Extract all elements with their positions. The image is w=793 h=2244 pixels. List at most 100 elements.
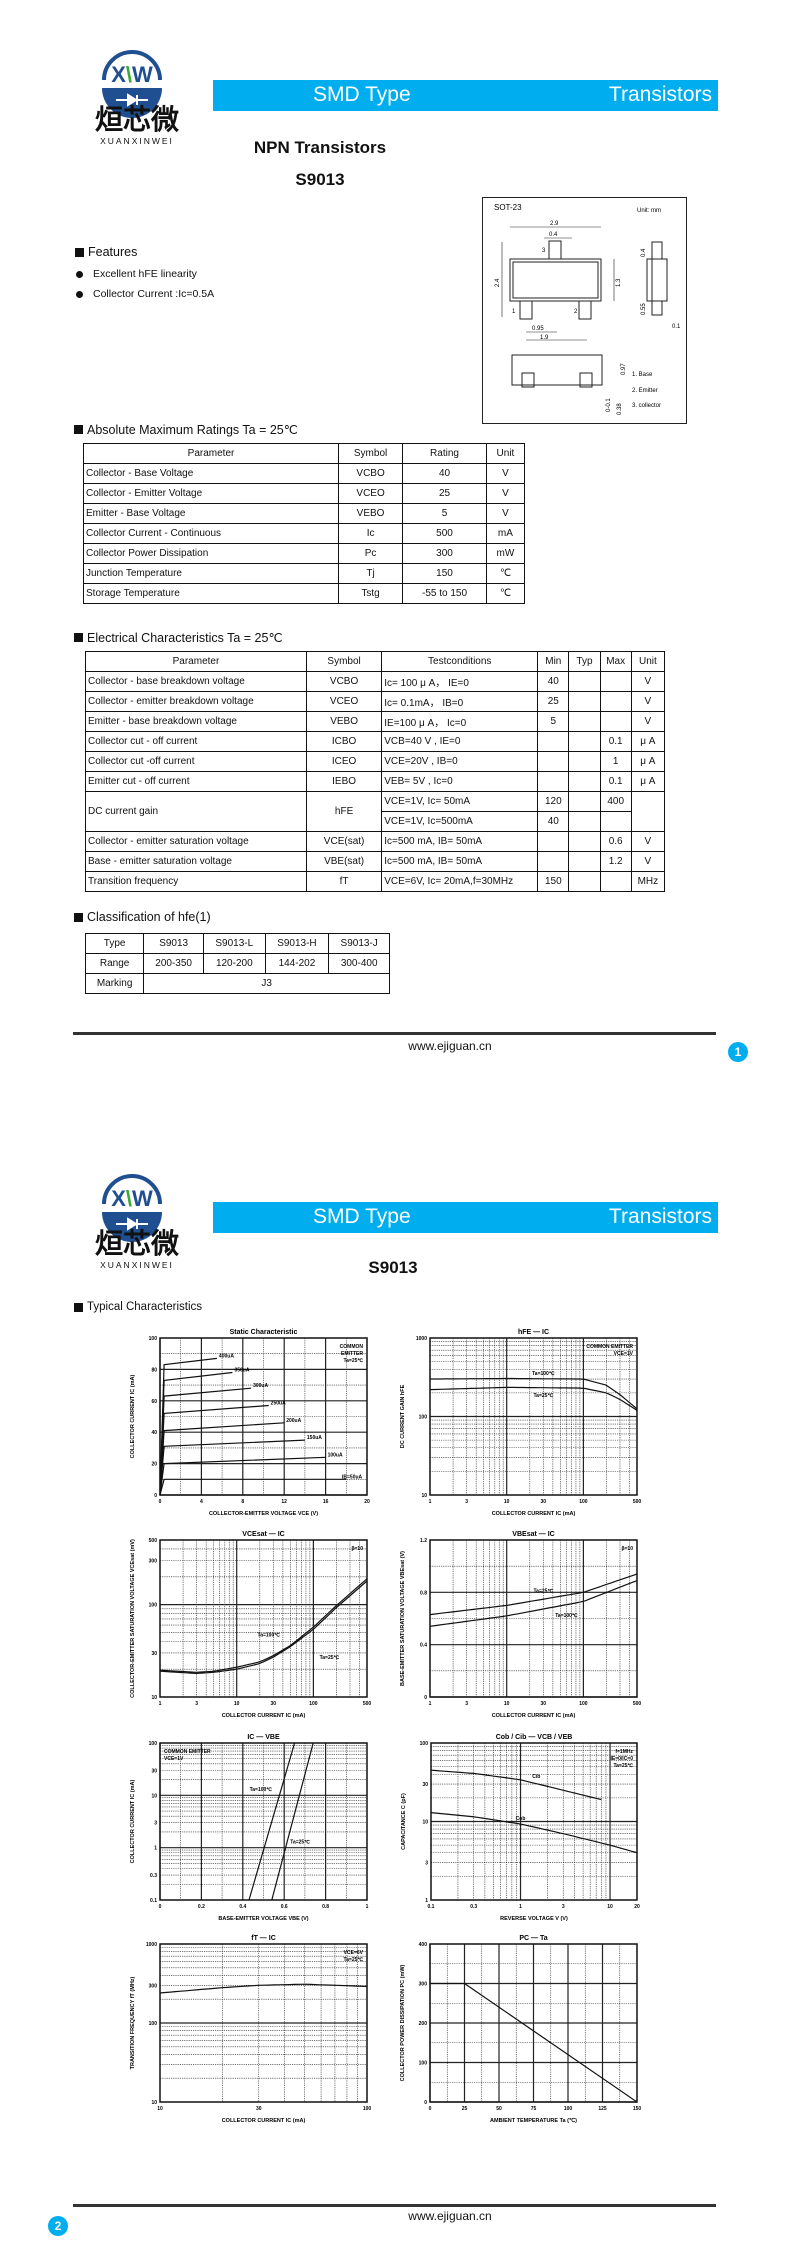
part-number: S9013	[368, 1258, 418, 1277]
footer-url[interactable]: www.ejiguan.cn	[408, 1039, 492, 1053]
y-axis-label: COLLECTOR POWER DISSIPATION PC (mW)	[400, 1964, 406, 2081]
y-tick-label: 100	[420, 1741, 429, 1747]
chart-note: Ta=25℃	[343, 1357, 363, 1364]
table-cell: Emitter cut - off current	[85, 771, 307, 792]
classification-table: Type S9013 S9013-L S9013-H S9013-J Range 200-3…	[84, 933, 390, 994]
x-tick-label: 1	[519, 1904, 522, 1910]
chart-5: 0.1 0.3 1 3 10 20 1 3 10 30 100 Cob / Cib — VCB / V…	[401, 1734, 640, 1922]
plot-frame	[159, 1943, 368, 2103]
table-cell: V	[485, 463, 526, 484]
package-unit: Unit: mm	[637, 208, 661, 214]
y-tick-label: 300	[149, 1559, 158, 1565]
plot-frame	[429, 1337, 638, 1496]
table-cell: Type	[84, 933, 145, 954]
x-tick-label: 1	[366, 1904, 369, 1910]
table-cell: Collector Power Dissipation	[83, 543, 339, 564]
table-row: Collector cut -off current ICEO VCE=20V , …	[85, 751, 666, 772]
classification-heading-text: Classification of hfe(1)	[87, 910, 211, 924]
table-cell: Ic= 100 μ A， IE=0	[381, 671, 539, 692]
table-cell: VEB= 5V , Ic=0	[381, 771, 539, 792]
table-cell: Collector - Base Voltage	[83, 463, 339, 484]
chart-note: COMMON EMITTER	[164, 1749, 211, 1755]
chart-0: 0 4 8 12 16 20 0 20 40 60 80 100 Static Characterist…	[130, 1329, 370, 1517]
table-row: Collector - emitter saturation voltage VC…	[85, 831, 666, 852]
table-cell: Symbol	[305, 651, 383, 672]
table-cell: 0.6	[599, 831, 632, 852]
classification-heading: Classification of hfe(1)	[74, 910, 211, 924]
series-label: Ta=25℃	[534, 1588, 554, 1595]
table-cell: Symbol	[337, 443, 404, 464]
x-tick-label: 1	[429, 1701, 432, 1707]
dimension-label: 2.9	[550, 221, 559, 227]
y-tick-label: 500	[149, 1538, 158, 1544]
y-tick-label: 0	[424, 2100, 427, 2106]
table-row: Storage Temperature Tstg -55 to 150 ℃	[83, 583, 526, 604]
table-cell: 40	[402, 463, 487, 484]
chart-note: f=1MHz	[615, 1749, 633, 1755]
table-cell: S9013-H	[264, 933, 330, 954]
table-cell	[599, 811, 632, 832]
table-cell	[537, 731, 570, 752]
x-axis-label: COLLECTOR-EMITTER VOLTAGE VCE (V)	[209, 1511, 318, 1517]
y-tick-label: 0.4	[420, 1643, 427, 1649]
table-cell: Ic=500 mA, IB= 50mA	[381, 831, 539, 852]
table-cell	[599, 871, 632, 892]
table-cell: 150	[402, 563, 487, 584]
y-tick-label: 1000	[146, 1942, 157, 1948]
series-label: Cob	[516, 1816, 526, 1822]
table-cell: Parameter	[83, 443, 339, 464]
table-cell: V	[630, 851, 666, 872]
table-cell	[568, 791, 601, 812]
chart-title: hFE — IC	[518, 1329, 549, 1336]
table-row: Parameter Symbol Testconditions Min Typ Max Un…	[85, 651, 666, 672]
table-cell: Unit	[630, 651, 666, 672]
table-cell: VCE=20V , IB=0	[381, 751, 539, 772]
footer-divider	[73, 2204, 716, 2207]
y-axis-label: COLLECTOR CURRENT IC (mA)	[130, 1780, 136, 1864]
plot-frame	[159, 1337, 368, 1496]
x-tick-label: 125	[598, 2106, 607, 2112]
table-row: Junction Temperature Tj 150 ℃	[83, 563, 526, 584]
y-tick-label: 400	[419, 1942, 428, 1948]
logo-mark: X\W	[102, 50, 162, 118]
table-cell: Collector - Emitter Voltage	[83, 483, 339, 504]
table-cell: J3	[143, 973, 390, 994]
x-tick-label: 0.6	[281, 1904, 288, 1910]
table-row: Range 200-350 120-200 144-202 300-400	[84, 953, 390, 974]
series-label: Ta=25℃	[320, 1654, 340, 1661]
table-cell: Junction Temperature	[83, 563, 339, 584]
series-line	[159, 1478, 347, 1496]
y-tick-label: 20	[151, 1462, 157, 1468]
series-line	[429, 1573, 638, 1616]
x-tick-label: 500	[633, 1499, 642, 1505]
table-cell: hFE	[305, 791, 383, 832]
y-tick-label: 1.2	[420, 1538, 427, 1544]
dimension-label: 2.4	[495, 278, 501, 287]
y-axis-label: BASE-EMITTER SATURATION VOLTAGE VBEsat (…	[400, 1551, 406, 1686]
series-line	[430, 1812, 638, 1854]
x-tick-label: 0.3	[470, 1904, 477, 1910]
table-cell: VCB=40 V , IE=0	[381, 731, 539, 752]
chart-title: fT — IC	[251, 1935, 276, 1942]
table-cell: ℃	[485, 563, 526, 584]
table-cell	[568, 831, 601, 852]
table-cell: Transition frequency	[85, 871, 307, 892]
table-cell	[537, 751, 570, 772]
series-line	[159, 1580, 368, 1675]
y-tick-label: 0	[424, 1695, 427, 1701]
x-tick-label: 0.2	[198, 1904, 205, 1910]
table-cell: Base - emitter saturation voltage	[85, 851, 307, 872]
table-row: Collector - emitter breakdown voltage VCE…	[85, 691, 666, 712]
y-tick-label: 300	[149, 1983, 158, 1989]
header-category: Transistors	[608, 1205, 712, 1228]
footer-divider	[73, 1032, 716, 1035]
table-cell	[568, 751, 601, 772]
table-cell: Collector - emitter breakdown voltage	[85, 691, 307, 712]
table-cell: 120	[537, 791, 570, 812]
x-tick-label: 20	[634, 1904, 640, 1910]
page-number-badge: 1	[728, 1042, 748, 1062]
table-cell	[537, 851, 570, 872]
logo-chinese: 烜芯微	[94, 104, 179, 135]
chart-title: VBEsat — IC	[512, 1531, 554, 1538]
footer-url[interactable]: www.ejiguan.cn	[408, 2209, 492, 2223]
